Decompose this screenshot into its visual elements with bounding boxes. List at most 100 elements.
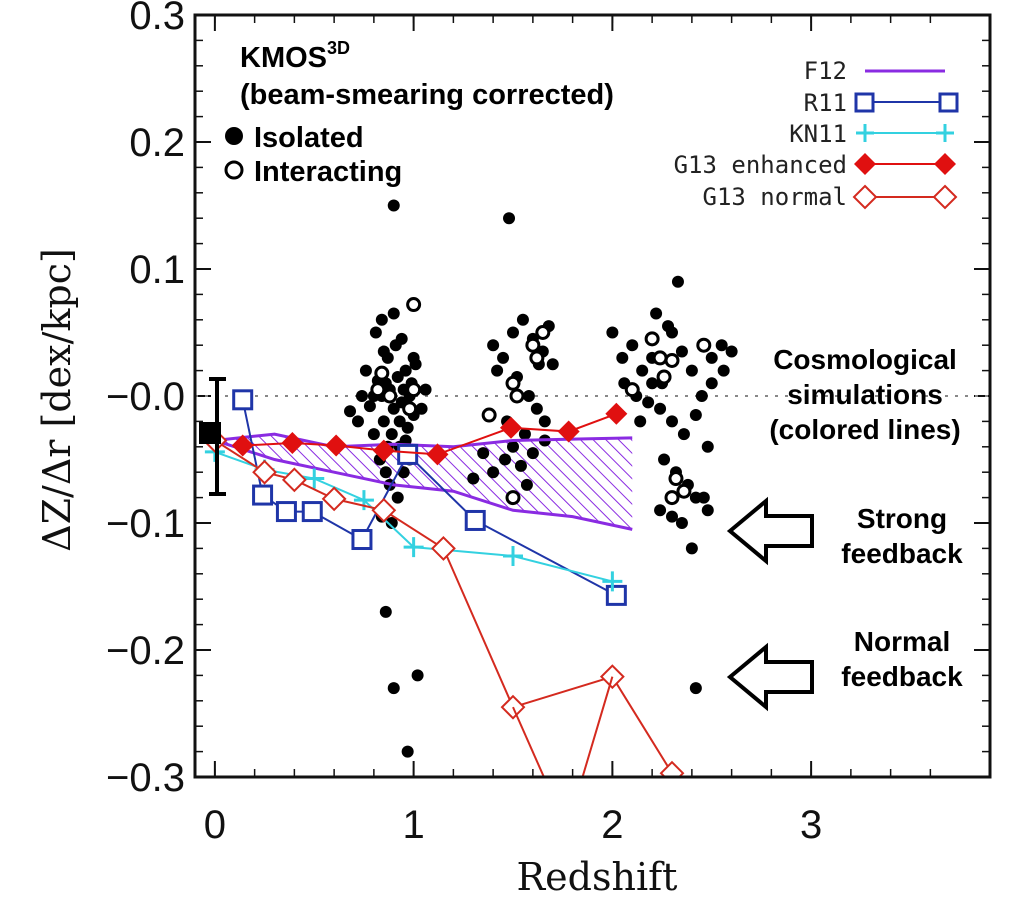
interacting-point <box>664 490 680 506</box>
isolated-point <box>491 364 504 377</box>
g13-enhanced-marker <box>281 431 304 454</box>
isolated-point <box>666 510 678 523</box>
isolated-point <box>503 212 516 225</box>
isolated-point <box>606 326 619 339</box>
interacting-marker <box>224 160 244 180</box>
isolated-point <box>675 345 688 358</box>
y-tick-label: 0.3 <box>129 0 185 38</box>
isolated-point <box>685 364 698 377</box>
x-tick-labels: 0 1 2 3 <box>204 803 823 847</box>
isolated-point <box>654 504 667 517</box>
isolated-point <box>507 326 519 339</box>
legend-r11-label: R11 <box>804 89 847 117</box>
isolated-point <box>407 351 420 364</box>
kn11-marker <box>304 468 325 489</box>
isolated-point <box>520 478 533 491</box>
svg-text:(colored lines): (colored lines) <box>769 414 960 445</box>
g13-normal-marker <box>281 467 307 493</box>
svg-text:feedback: feedback <box>841 661 963 692</box>
kn11-marker <box>353 490 374 511</box>
g13-enhanced-marker <box>605 402 628 425</box>
isolated-point <box>477 447 490 460</box>
isolated-point <box>642 396 655 409</box>
g13-normal-marker <box>371 497 397 523</box>
isolated-point <box>701 504 714 517</box>
g13-normal-marker <box>321 486 347 512</box>
legend-g13n-diamonds <box>852 184 958 210</box>
isolated-point <box>697 491 710 504</box>
isolated-point <box>646 377 659 390</box>
interacting-point <box>525 337 541 353</box>
isolated-point <box>487 339 500 352</box>
isolated-point <box>671 275 684 288</box>
f12-hatched-region <box>214 434 633 530</box>
isolated-point <box>689 409 702 422</box>
series-line-f12 <box>214 432 633 449</box>
isolated-point <box>695 390 708 402</box>
interacting-label: Interacting <box>254 156 402 188</box>
isolated-point <box>675 517 688 529</box>
isolated-point <box>626 339 639 352</box>
f12-hatch-fill <box>214 434 633 530</box>
interacting-point <box>382 388 398 404</box>
r11-marker <box>605 584 627 606</box>
isolated-point <box>546 358 559 371</box>
g13-normal-offscale <box>512 706 545 777</box>
y-tick-labels: 0.3 0.2 0.1 −0.0 −0.1 −0.2 −0.3 <box>106 0 185 800</box>
interacting-point <box>370 382 386 398</box>
g13-enhanced-marker <box>500 416 523 439</box>
y-axis-title: ΔZ/Δr [dex/kpc] <box>35 248 79 552</box>
error-bar <box>199 377 226 496</box>
interacting-point <box>505 375 521 391</box>
legend-kn11-label: KN11 <box>789 120 847 148</box>
g13-enhanced-marker <box>426 443 449 466</box>
isolated-point <box>636 364 649 377</box>
cosmo-annotation: Cosmological simulations (colored lines) <box>769 344 960 445</box>
isolated-point <box>367 428 380 441</box>
interacting-point <box>406 382 422 398</box>
r11-marker <box>351 529 373 551</box>
legend-f12-label: F12 <box>804 57 847 85</box>
isolated-point <box>391 491 404 504</box>
isolated-point <box>385 517 398 529</box>
isolated-point <box>379 605 392 618</box>
normal-feedback-annotation: Normal feedback <box>726 626 963 712</box>
series-line-f12 <box>214 439 633 531</box>
legend-g13n-label: G13 normal <box>703 183 848 211</box>
g13-enhanced-marker <box>231 434 254 457</box>
isolated-point <box>375 313 388 326</box>
interacting-point <box>668 471 684 487</box>
x-axis-title: Redshift <box>517 855 678 899</box>
isolated-point <box>411 669 424 682</box>
strong-arrow-icon <box>726 496 814 566</box>
isolated-point <box>705 377 718 390</box>
interacting-point <box>481 407 497 423</box>
isolated-point <box>634 415 647 428</box>
survey-legend: KMOS3D (beam-smearing corrected) Isolate… <box>224 38 614 188</box>
isolated-point <box>344 405 357 418</box>
strong-feedback-annotation: Strong feedback <box>726 496 963 569</box>
isolated-label: Isolated <box>254 122 364 154</box>
isolated-point <box>497 351 510 364</box>
isolated-point <box>385 428 398 441</box>
survey-note: (beam-smearing corrected) <box>240 79 614 111</box>
isolated-point <box>725 345 738 358</box>
svg-text:Normal: Normal <box>854 626 950 657</box>
plot-frame <box>193 13 992 779</box>
isolated-point <box>387 307 400 320</box>
interacting-point <box>676 483 692 499</box>
legend-g13e-label: G13 enhanced <box>674 151 847 179</box>
r11-marker <box>301 501 323 523</box>
g13-enhanced-marker <box>325 434 348 457</box>
isolated-point <box>530 402 543 415</box>
kn11-marker <box>602 571 623 592</box>
g13-enhanced-marker <box>557 420 580 443</box>
legend-r11-square-b <box>938 92 959 113</box>
isolated-point <box>650 307 663 320</box>
interacting-point <box>652 350 668 366</box>
isolated-point <box>401 745 414 758</box>
isolated-point <box>369 326 382 339</box>
isolated-point <box>487 466 500 479</box>
isolated-point <box>395 332 408 345</box>
isolated-point <box>415 402 428 415</box>
